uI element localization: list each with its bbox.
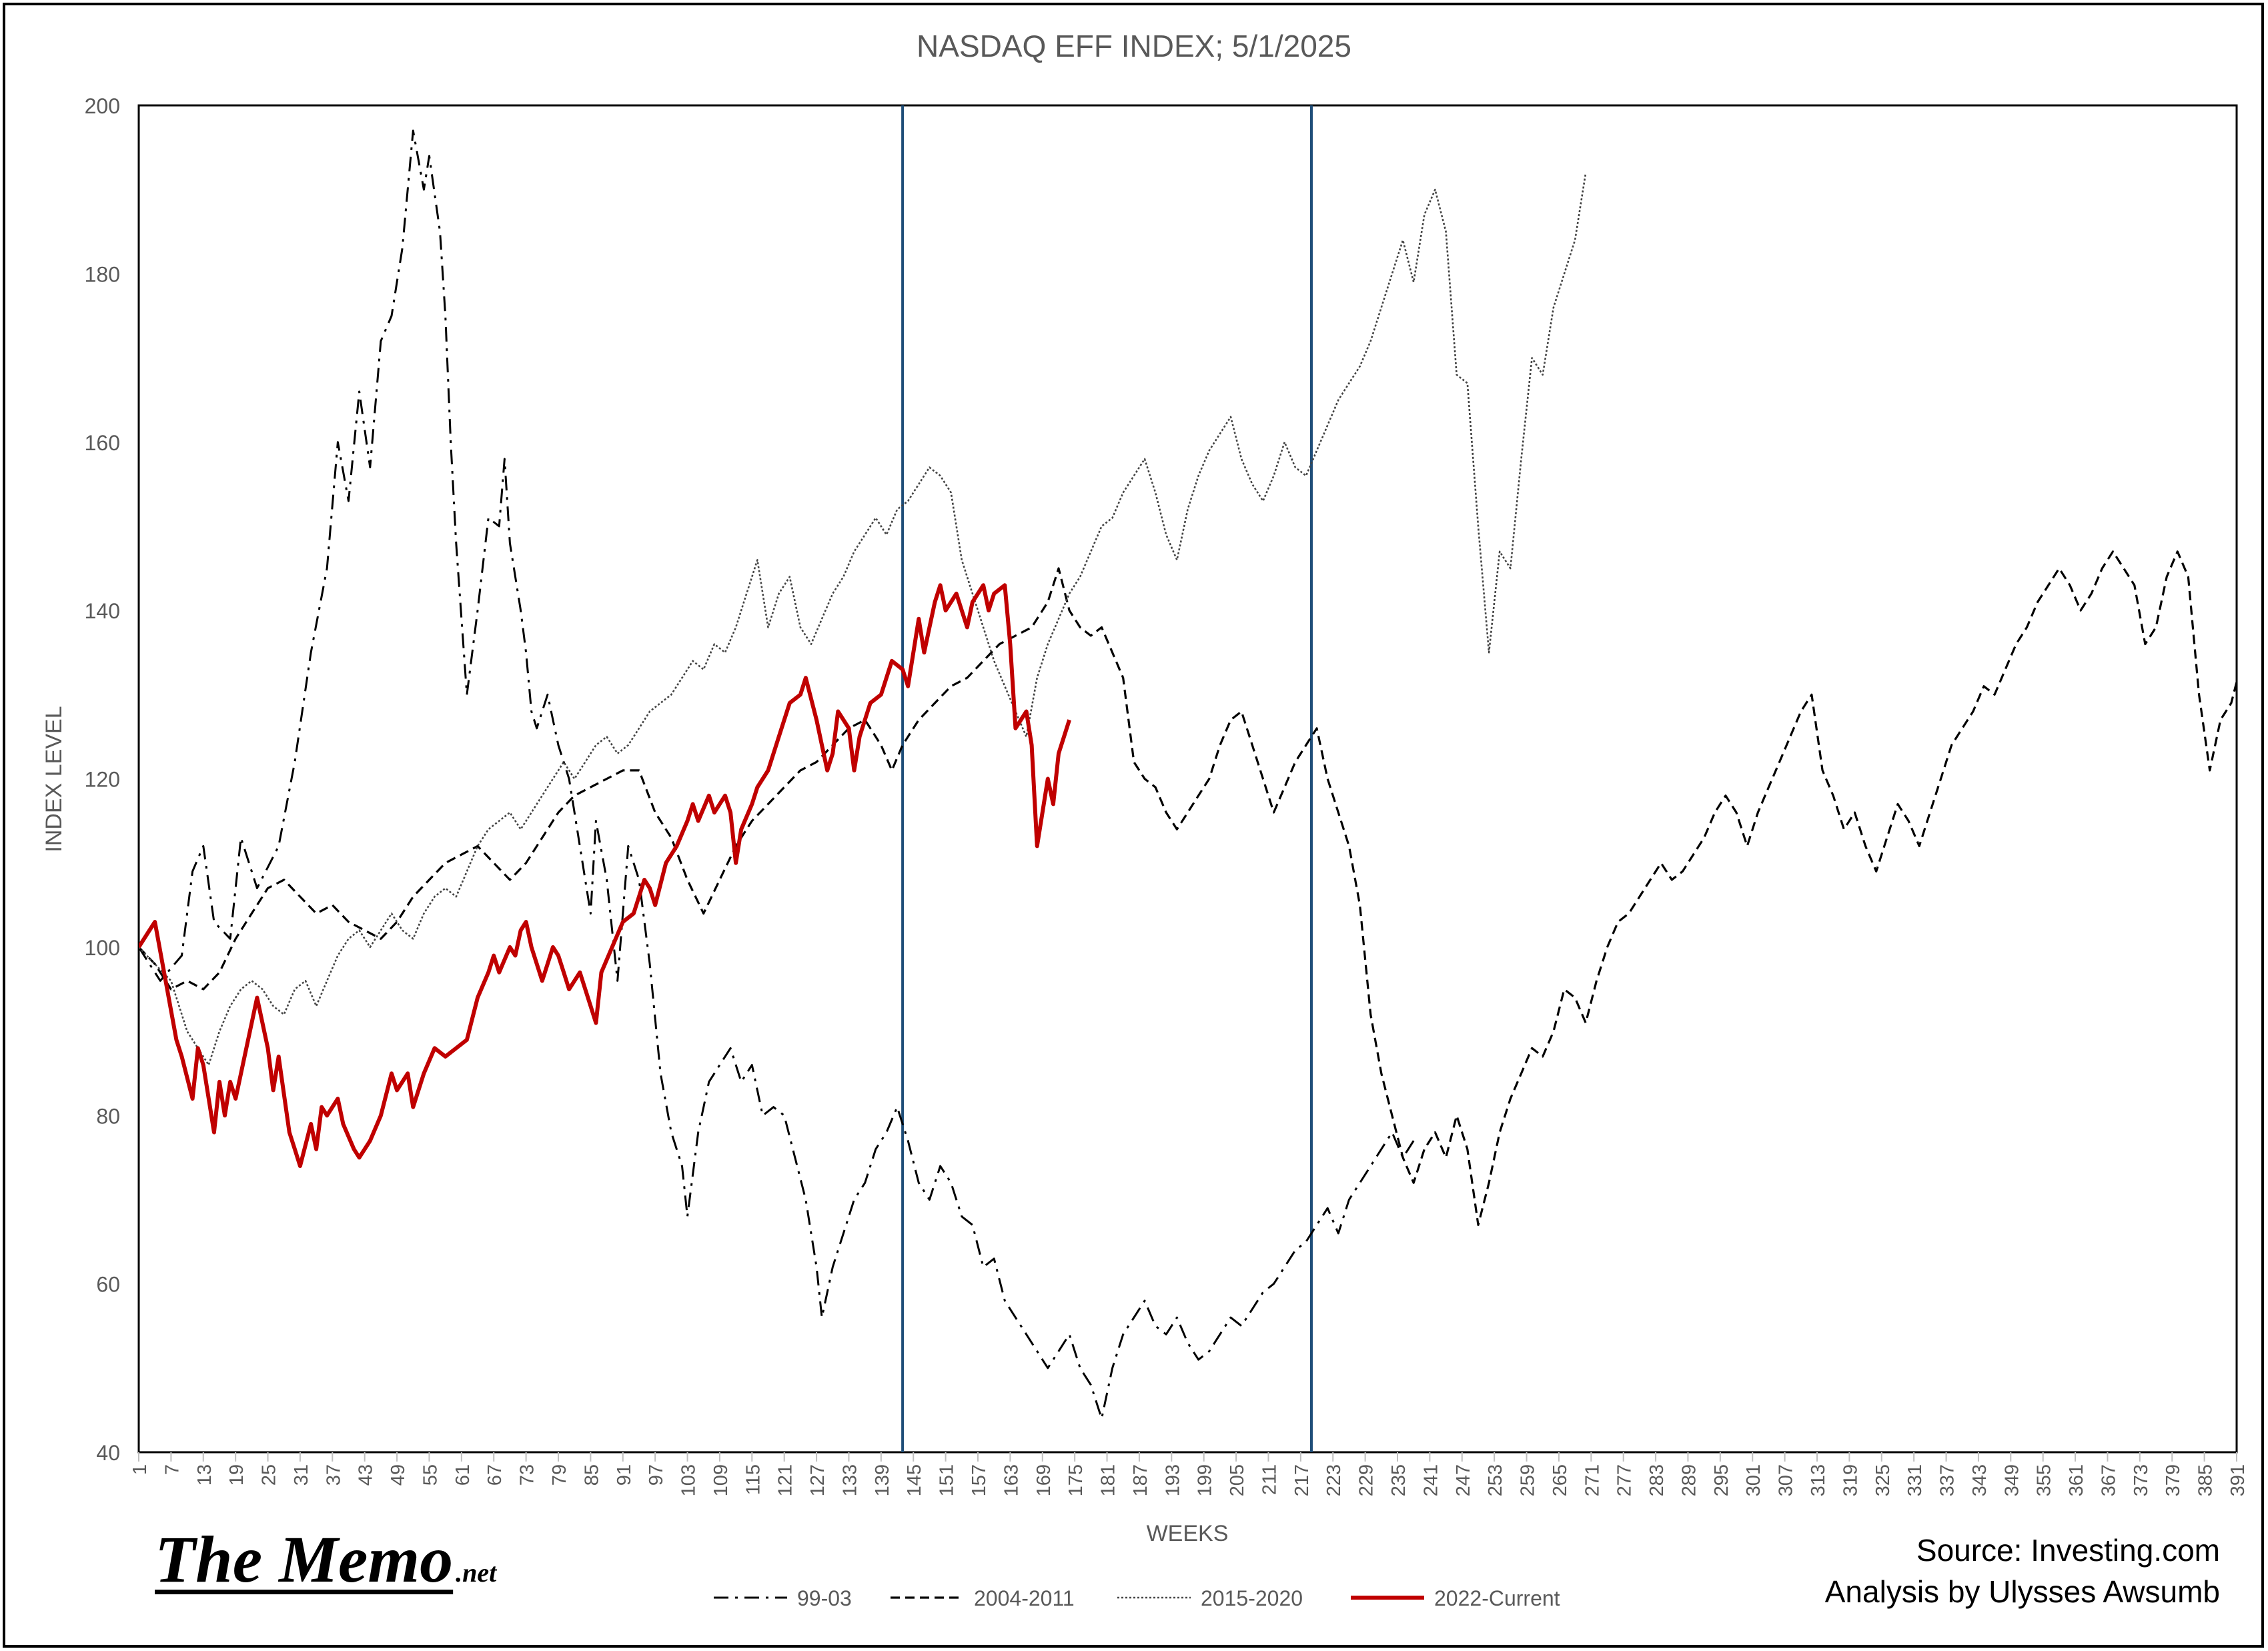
legend-label: 99-03 — [797, 1586, 852, 1610]
x-tick-label: 367 — [2098, 1464, 2119, 1496]
x-tick-label: 49 — [388, 1464, 409, 1486]
y-tick-label: 40 — [96, 1441, 120, 1465]
y-axis-label: INDEX LEVEL — [41, 706, 67, 852]
x-tick-label: 361 — [2066, 1464, 2087, 1496]
source-credit: Source: Investing.com — [1916, 1533, 2220, 1568]
x-tick-label: 355 — [2034, 1464, 2055, 1496]
x-tick-label: 313 — [1808, 1464, 1829, 1496]
x-tick-label: 73 — [517, 1464, 538, 1486]
x-tick-label: 157 — [969, 1464, 990, 1496]
x-tick-label: 247 — [1453, 1464, 1474, 1496]
series-line-99-03 — [139, 129, 1415, 1420]
x-tick-label: 289 — [1678, 1464, 1700, 1496]
series-line-2022-current — [139, 583, 1071, 1168]
x-tick-label: 127 — [807, 1464, 828, 1496]
plot-area: 40 60 80 100 120 140 160 180 200 1 7 13 19 25 31 37 43 49… — [85, 94, 2249, 1496]
y-tick-label: 60 — [96, 1273, 120, 1297]
x-tick-label: 31 — [291, 1464, 312, 1486]
x-tick-label: 349 — [2001, 1464, 2023, 1496]
legend: 99-03 2004-2011 2015-2020 2022-Current — [714, 1586, 1560, 1610]
legend-label: 2022-Current — [1434, 1586, 1560, 1610]
x-tick-label: 97 — [646, 1464, 667, 1486]
y-tick-label: 100 — [85, 936, 120, 960]
brand-logo-name: The Memo — [155, 1522, 454, 1596]
x-tick-label: 109 — [710, 1464, 732, 1496]
x-tick-label: 295 — [1711, 1464, 1732, 1496]
x-tick-label: 151 — [937, 1464, 958, 1496]
x-tick-label: 373 — [2131, 1464, 2152, 1496]
y-tick-label: 160 — [85, 431, 120, 455]
x-tick-label: 163 — [1001, 1464, 1022, 1496]
x-tick-label: 319 — [1840, 1464, 1861, 1496]
x-tick-label: 307 — [1776, 1464, 1797, 1496]
x-tick-label: 91 — [614, 1464, 635, 1486]
x-tick-label: 379 — [2163, 1464, 2184, 1496]
x-tick-label: 19 — [226, 1464, 247, 1486]
chart-title: NASDAQ EFF INDEX; 5/1/2025 — [917, 29, 1351, 63]
plot-border — [137, 104, 2238, 1454]
brand-logo-suffix: .net — [456, 1558, 497, 1588]
x-tick-label: 145 — [904, 1464, 925, 1496]
y-tick-label: 180 — [85, 262, 120, 286]
x-tick-label: 25 — [259, 1464, 280, 1486]
y-tick-label: 200 — [85, 94, 120, 118]
x-axis-label: WEEKS — [1147, 1521, 1229, 1546]
x-tick-label: 7 — [161, 1464, 183, 1475]
x-tick-label: 259 — [1518, 1464, 1539, 1496]
x-tick-label: 61 — [452, 1464, 474, 1486]
credits: Source: Investing.com Analysis by Ulysse… — [1825, 1530, 2220, 1612]
x-tick-label: 385 — [2195, 1464, 2217, 1496]
chart-frame — [3, 3, 2264, 1648]
legend-label: 2015-2020 — [1201, 1586, 1303, 1610]
x-tick-label: 217 — [1291, 1464, 1313, 1496]
x-tick-label: 211 — [1259, 1464, 1280, 1495]
x-tick-label: 85 — [581, 1464, 602, 1486]
x-tick-label: 103 — [678, 1464, 700, 1496]
x-tick-label: 325 — [1872, 1464, 1894, 1496]
x-tick-label: 265 — [1550, 1464, 1571, 1496]
x-tick-label: 199 — [1195, 1464, 1216, 1496]
x-tick-label: 283 — [1646, 1464, 1668, 1496]
x-tick-label: 391 — [2227, 1464, 2249, 1496]
x-tick-label: 139 — [872, 1464, 893, 1496]
y-tick-label: 140 — [85, 599, 120, 623]
x-tick-label: 115 — [742, 1464, 764, 1495]
legend-label: 2004-2011 — [974, 1586, 1075, 1610]
x-tick-label: 43 — [356, 1464, 377, 1486]
x-tick-label: 121 — [775, 1464, 796, 1496]
x-tick-label: 235 — [1388, 1464, 1409, 1496]
x-tick-label: 223 — [1323, 1464, 1345, 1496]
x-tick-label: 181 — [1098, 1464, 1119, 1496]
x-tick-label: 193 — [1162, 1464, 1183, 1496]
x-tick-label: 271 — [1582, 1464, 1603, 1496]
analysis-credit: Analysis by Ulysses Awsumb — [1824, 1574, 2220, 1609]
x-tick-label: 331 — [1904, 1464, 1926, 1496]
y-tick-label: 120 — [85, 768, 120, 792]
x-tick-label: 13 — [194, 1464, 215, 1486]
x-tick-label: 205 — [1227, 1464, 1248, 1496]
series-line-2004-2011 — [139, 550, 2237, 1226]
y-tick-label: 80 — [96, 1104, 120, 1128]
x-tick-label: 175 — [1065, 1464, 1087, 1496]
x-tick-label: 79 — [549, 1464, 570, 1486]
x-tick-label: 241 — [1420, 1464, 1442, 1496]
x-tick-label: 277 — [1614, 1464, 1636, 1496]
x-tick-label: 37 — [323, 1464, 344, 1486]
x-tick-label: 343 — [1969, 1464, 1991, 1496]
x-tick-label: 229 — [1356, 1464, 1377, 1496]
x-tick-label: 67 — [484, 1464, 506, 1486]
x-tick-label: 253 — [1485, 1464, 1506, 1496]
x-tick-label: 169 — [1033, 1464, 1055, 1496]
x-tick-label: 55 — [420, 1464, 441, 1486]
x-tick-label: 1 — [129, 1464, 151, 1475]
series-line-2015-2020 — [139, 172, 1587, 1066]
brand-logo: The Memo .net — [155, 1521, 496, 1598]
x-tick-label: 187 — [1130, 1464, 1151, 1496]
x-tick-label: 133 — [839, 1464, 861, 1496]
x-tick-label: 301 — [1743, 1464, 1764, 1496]
x-tick-label: 337 — [1937, 1464, 1958, 1496]
